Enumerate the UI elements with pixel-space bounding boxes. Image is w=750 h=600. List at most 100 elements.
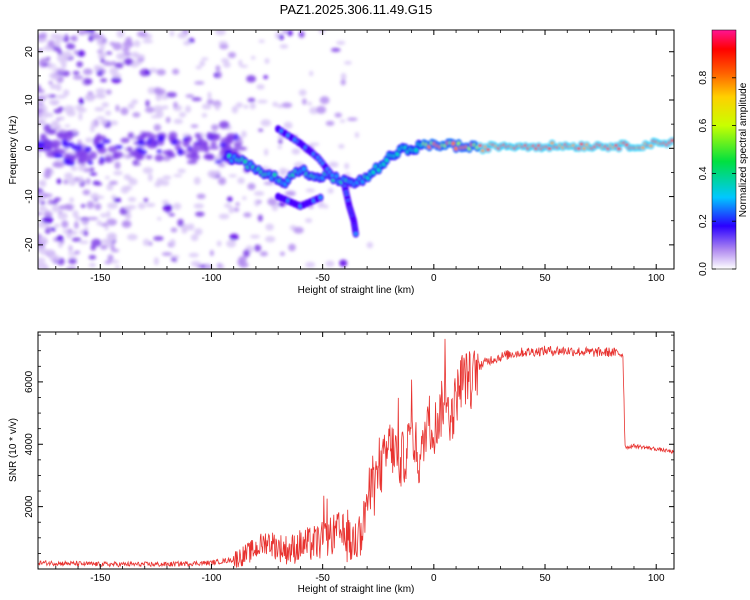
noise-blob [277,145,283,150]
noise-blob [111,61,116,65]
noise-blob [101,102,110,108]
noise-blob [128,197,137,202]
noise-blob [243,104,249,109]
band-blob [157,135,165,142]
noise-blob [264,58,270,64]
noise-blob [172,202,182,210]
noise-blob [210,124,219,131]
noise-blob [254,244,262,252]
noise-blob [235,102,243,108]
band-blob [49,143,59,149]
noise-blob [125,36,133,45]
band-blob [89,151,98,160]
noise-blob [165,116,171,124]
noise-blob [318,30,326,34]
noise-blob [278,34,284,41]
noise-blob [96,220,103,226]
noise-blob [228,206,235,214]
noise-blob [84,78,93,85]
noise-blob [38,153,41,158]
noise-blob [104,260,112,265]
noise-blob [107,254,114,262]
noise-blob [304,218,313,223]
noise-blob [235,202,240,206]
noise-blob [166,91,177,98]
noise-blob [177,32,188,39]
noise-blob [190,124,199,128]
noise-blob [43,211,53,217]
noise-blob [317,200,325,209]
colorbar-tick-label: 0.4 [698,166,709,180]
ridge-inner [670,139,674,142]
noise-blob [65,43,76,50]
band-blob [53,153,64,159]
noise-blob [217,162,225,167]
noise-blob [56,235,64,242]
band-blob [150,138,156,146]
ridge-inner [640,146,645,150]
noise-blob [94,65,101,72]
noise-blob [48,80,53,85]
noise-blob [241,130,247,138]
band-blob [84,146,92,153]
noise-blob [206,99,214,105]
noise-blob [190,260,202,267]
noise-blob [80,204,86,208]
band-blob [126,146,133,152]
spectrogram-ylabel: Frequency (Hz) [8,116,19,185]
x-tick-label: 100 [648,573,665,584]
noise-blob [148,68,158,74]
noise-blob [57,49,63,56]
noise-blob [84,226,89,231]
noise-blob [113,197,122,203]
noise-blob [58,116,65,121]
noise-blob [78,175,84,184]
band-blob [40,133,47,140]
noise-blob [72,128,78,135]
noise-blob [258,128,264,132]
noise-blob [114,161,121,170]
band-blob [127,132,135,139]
noise-blob [237,258,246,267]
figure-title: PAZ1.2025.306.11.49.G15 [280,2,433,17]
noise-blob [82,167,93,173]
band-blob [197,137,204,143]
y-tick-label: 2000 [24,495,35,518]
noise-blob [323,204,329,209]
noise-blob [229,233,239,241]
noise-blob [298,89,307,96]
noise-blob [99,45,105,51]
noise-blob [201,113,208,118]
band-blob [203,154,213,160]
noise-blob [193,203,204,209]
noise-blob [68,178,77,186]
noise-blob [114,62,124,69]
snr-frame [37,331,675,570]
band-blob [165,149,174,158]
noise-blob [309,70,314,77]
noise-blob [340,72,347,81]
noise-blob [217,71,222,79]
noise-blob [344,61,352,65]
noise-blob [109,180,118,185]
band-blob [156,149,162,154]
noise-blob [136,31,148,38]
noise-blob [147,173,153,182]
noise-blob [257,200,262,204]
noise-blob [204,265,211,269]
noise-blob [279,167,287,176]
noise-blob [156,177,164,185]
noise-blob [327,187,334,194]
ridge-inner [480,149,485,153]
noise-blob [178,111,187,118]
noise-blob [105,239,113,248]
noise-blob [250,55,256,60]
ridge-inner [550,141,555,145]
band-blob [145,155,153,160]
band-blob [141,131,153,136]
noise-blob [46,226,52,230]
noise-blob [162,175,172,180]
noise-blob [38,205,47,212]
noise-blob [265,223,274,231]
